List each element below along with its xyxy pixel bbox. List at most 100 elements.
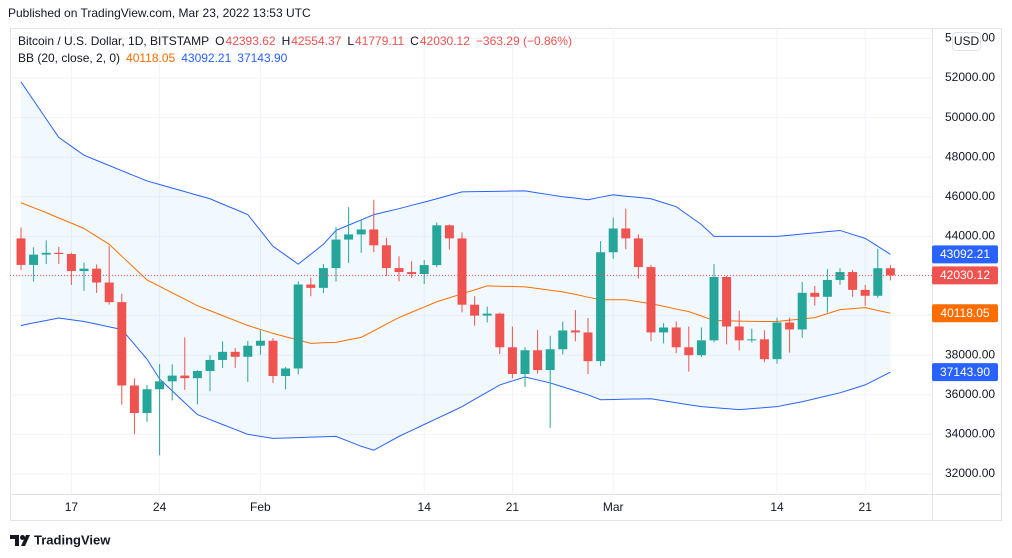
x-tick-label: 14: [418, 500, 432, 514]
candle-body: [407, 272, 417, 275]
candle-body: [759, 339, 769, 360]
candle-body: [92, 268, 102, 283]
candle-body: [230, 351, 240, 357]
plot: [10, 81, 932, 456]
candle-body: [331, 239, 341, 269]
ohlc-label: H: [282, 34, 291, 48]
indicator-value: 43092.21: [181, 51, 231, 65]
candle-body: [583, 332, 593, 362]
y-tick-label: 32000.00: [945, 466, 995, 480]
candle-body: [734, 326, 744, 341]
chart-frame: [10, 28, 1002, 521]
price-badge: [932, 266, 998, 285]
ohlc-value: 42393.62: [226, 34, 276, 48]
y-tick-label: 36000.00: [945, 387, 995, 401]
candle-body: [79, 268, 89, 272]
candle-body: [848, 272, 858, 290]
y-tick-label: 50000.00: [945, 110, 995, 124]
candle-body: [54, 252, 64, 255]
candle-body: [192, 371, 202, 379]
candle-body: [243, 345, 253, 357]
y-tick-label: 46000.00: [945, 189, 995, 203]
band-line: [20, 317, 891, 451]
candle-body: [318, 268, 328, 288]
ohlc-label: L: [347, 34, 354, 48]
currency-label: USD: [954, 34, 980, 48]
indicator-name: BB (20, close, 2, 0): [18, 51, 120, 65]
candle-body: [545, 349, 555, 371]
ohlc-value: 42030.12: [420, 34, 470, 48]
candle-body: [205, 359, 215, 372]
axes: 32000.0034000.0036000.0038000.0040000.00…: [65, 31, 998, 514]
candle-body: [873, 268, 883, 296]
candle-body: [117, 302, 127, 386]
candle-body: [293, 284, 303, 369]
x-tick-label: Feb: [250, 500, 271, 514]
candle-body: [255, 340, 265, 346]
candle-body: [596, 252, 606, 362]
x-tick-label: Mar: [603, 500, 624, 514]
candle-body: [558, 330, 568, 350]
candle-body: [470, 304, 480, 316]
price-badge-label: 37143.90: [940, 365, 990, 379]
ohlc-label: C: [410, 34, 419, 48]
candle-body: [696, 340, 706, 356]
price-badge: [932, 304, 998, 323]
candle-body: [281, 368, 291, 376]
candle-body: [810, 292, 820, 297]
candle-body: [419, 265, 429, 275]
candle-body: [482, 313, 492, 316]
candle-body: [356, 229, 366, 235]
y-tick-label: 34000.00: [945, 427, 995, 441]
x-tick-label: 24: [153, 500, 167, 514]
candle-body: [66, 254, 76, 272]
indicator-value: 37143.90: [237, 51, 287, 65]
currency-button[interactable]: [952, 32, 981, 51]
y-tick-label: 52000.00: [945, 70, 995, 84]
candle-body: [457, 238, 467, 305]
ohlc-value: 42554.37: [291, 34, 341, 48]
candle-body: [381, 245, 391, 269]
candle-body: [369, 229, 379, 246]
band-line: [20, 202, 891, 344]
band-line: [20, 81, 891, 265]
ohlc-value: 41779.11: [355, 34, 404, 48]
candle-body: [142, 389, 152, 414]
candle-body: [432, 225, 442, 266]
candle-body: [747, 339, 757, 341]
candle-body: [444, 225, 454, 239]
candle-body: [16, 238, 26, 265]
candle-body: [394, 268, 404, 273]
price-badge: [932, 363, 998, 382]
candle-body: [860, 289, 870, 296]
x-tick-label: 14: [770, 500, 784, 514]
candle-body: [268, 340, 278, 376]
published-note: Published on TradingView.com, Mar 23, 20…: [8, 6, 311, 20]
y-tick-label: 44000.00: [945, 229, 995, 243]
candle-body: [684, 347, 694, 356]
candle-body: [646, 267, 656, 333]
candle-body: [218, 351, 228, 360]
legend: Bitcoin / U.S. Dollar, 1D, BITSTAMP O 4239…: [18, 34, 572, 65]
change-value: −363.29 (−0.86%): [476, 34, 572, 48]
candle-body: [155, 381, 165, 390]
candle-body: [104, 282, 114, 303]
candle-body: [659, 327, 669, 333]
candle-body: [507, 347, 517, 375]
brand-logo: [10, 535, 30, 546]
candle-body: [344, 234, 354, 240]
candle-body: [722, 276, 732, 327]
candle-body: [671, 327, 681, 348]
ohlc-label: O: [215, 34, 224, 48]
candle-body: [41, 252, 51, 255]
candle-body: [621, 228, 631, 239]
brand-name: TradingView: [34, 532, 111, 547]
candle-body: [520, 350, 530, 375]
candle-body: [570, 330, 580, 333]
candle-body: [495, 313, 505, 348]
x-tick-label: 21: [506, 500, 520, 514]
y-tick-label: 38000.00: [945, 347, 995, 361]
candle-body: [885, 268, 895, 276]
candle-body: [835, 272, 845, 280]
price-badge-label: 40118.05: [940, 306, 989, 320]
